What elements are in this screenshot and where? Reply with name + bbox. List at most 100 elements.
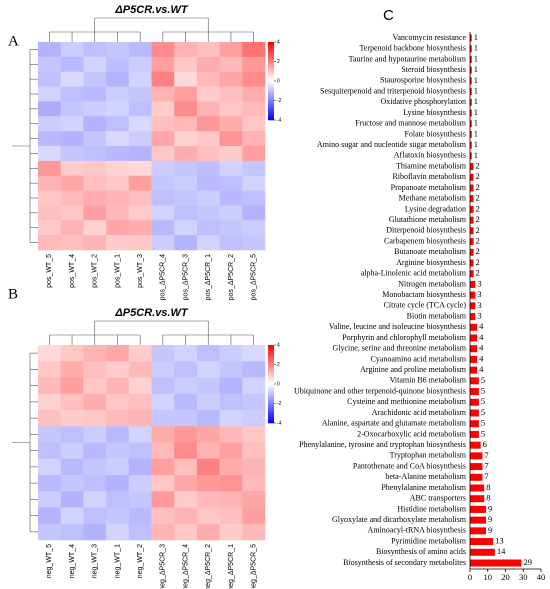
bar xyxy=(470,205,474,213)
heatmap-cell xyxy=(151,86,175,102)
heatmap-cell xyxy=(60,190,84,206)
heatmap-cell xyxy=(174,205,198,221)
colorbar-swatch xyxy=(268,43,274,47)
bar xyxy=(470,88,472,96)
colorbar-swatch xyxy=(268,86,274,90)
heatmap-cell xyxy=(83,235,107,251)
heatmap-cell xyxy=(242,426,266,443)
heatmap-cell xyxy=(38,523,61,541)
heatmap-cell xyxy=(83,458,107,476)
column-label: pos_WT_2 xyxy=(92,254,99,288)
heatmap-cell xyxy=(219,160,243,177)
heatmap-cell xyxy=(174,175,198,191)
heatmap-cell xyxy=(151,56,175,73)
category-label: Carbapenem biosynthesis xyxy=(384,236,466,245)
heatmap-cell xyxy=(38,71,61,87)
heatmap-cell xyxy=(128,361,152,378)
heatmap-cell xyxy=(151,410,175,427)
category-label: Arachidonic acid metabolism xyxy=(372,408,467,417)
panel-label: B xyxy=(8,286,18,302)
bar xyxy=(470,559,522,567)
category-label: Vancomycin resistance xyxy=(392,33,466,42)
colorbar-tick-label: 2 xyxy=(277,59,280,65)
heatmap-cell xyxy=(174,393,198,411)
heatmap-cell xyxy=(38,345,61,362)
x-tick-label: 0 xyxy=(468,572,472,582)
colorbar-swatch xyxy=(268,372,274,375)
heatmap-cell xyxy=(219,86,243,102)
colorbar-swatch xyxy=(268,49,274,53)
heatmap-cell xyxy=(38,116,61,132)
heatmap-cell xyxy=(196,523,220,541)
value-label: 8 xyxy=(486,482,490,492)
heatmap-cell xyxy=(83,160,107,177)
heatmap-cell xyxy=(151,131,175,147)
heatmap-cell xyxy=(219,475,243,492)
heatmap-cell xyxy=(151,345,175,362)
heatmap-cell xyxy=(60,160,84,177)
heatmap-cell xyxy=(242,220,266,236)
heatmap-cell xyxy=(83,190,107,206)
heatmap-cell xyxy=(83,475,107,492)
heatmap-cell xyxy=(151,175,175,191)
heatmap-cell xyxy=(174,71,198,87)
heatmap-cell xyxy=(196,235,220,251)
category-label: Tryptophan metabolism xyxy=(390,451,467,460)
colorbar-swatch xyxy=(268,405,274,408)
heatmap-cell xyxy=(60,361,84,378)
colorbar-swatch xyxy=(268,358,274,361)
heatmap-cell xyxy=(196,175,220,191)
category-label: Pyrimidine metabolism xyxy=(391,536,467,545)
value-label: 2 xyxy=(476,171,480,181)
heatmap-cell xyxy=(242,56,266,73)
heatmap-cell xyxy=(174,426,198,443)
heatmap-cell xyxy=(128,71,152,87)
colorbar-swatch xyxy=(268,415,274,418)
colorbar-swatch xyxy=(268,389,274,393)
colorbar-swatch xyxy=(268,393,274,396)
heatmap-cell xyxy=(219,393,243,411)
column-label: pos_WT_3 xyxy=(137,254,144,288)
category-label: Arginine and proline metabolism xyxy=(360,365,467,374)
colorbar-tick-label: 4 xyxy=(277,39,280,45)
heatmap-cell xyxy=(174,131,198,147)
heatmap-cell xyxy=(151,42,175,58)
bar xyxy=(470,409,479,417)
panel-label: A xyxy=(8,33,19,49)
bar xyxy=(470,420,479,428)
value-label: 1 xyxy=(474,128,478,138)
heatmap-cell xyxy=(196,475,220,492)
category-label: Nitrogen metabolism xyxy=(398,279,467,288)
value-label: 1 xyxy=(474,150,478,160)
heatmap-cell xyxy=(196,146,220,162)
heatmap-cell xyxy=(174,377,198,395)
colorbar-tick-label: 0 xyxy=(277,381,280,387)
colorbar-swatch xyxy=(268,92,274,95)
colorbar-swatch xyxy=(268,364,274,367)
value-label: 9 xyxy=(488,503,492,513)
value-label: 5 xyxy=(481,407,485,417)
category-label: Terpenoid backbone biosynthesis xyxy=(359,44,466,53)
bar xyxy=(470,291,476,299)
colorbar-swatch xyxy=(268,100,274,103)
category-label: Butanoate metabolism xyxy=(394,247,467,256)
value-label: 2 xyxy=(476,214,480,224)
colorbar-swatch xyxy=(268,409,274,412)
heatmap-cell xyxy=(106,101,130,117)
heatmap-cell xyxy=(106,205,130,221)
heatmap-cell xyxy=(106,175,130,191)
value-label: 9 xyxy=(488,514,492,524)
heatmap-cell xyxy=(242,491,266,508)
bar xyxy=(470,398,479,406)
colorbar-swatch xyxy=(268,73,274,76)
value-label: 7 xyxy=(484,461,488,471)
heatmap-cell xyxy=(151,523,175,541)
heatmap-cell xyxy=(60,523,84,541)
heatmap-cell xyxy=(151,442,175,460)
heatmap-cell xyxy=(219,523,243,541)
heatmap-cell xyxy=(128,42,152,58)
heatmap-cell xyxy=(151,507,175,525)
heatmap-cell xyxy=(174,101,198,117)
colorbar-swatch xyxy=(268,403,274,406)
heatmap-cell xyxy=(83,116,107,132)
